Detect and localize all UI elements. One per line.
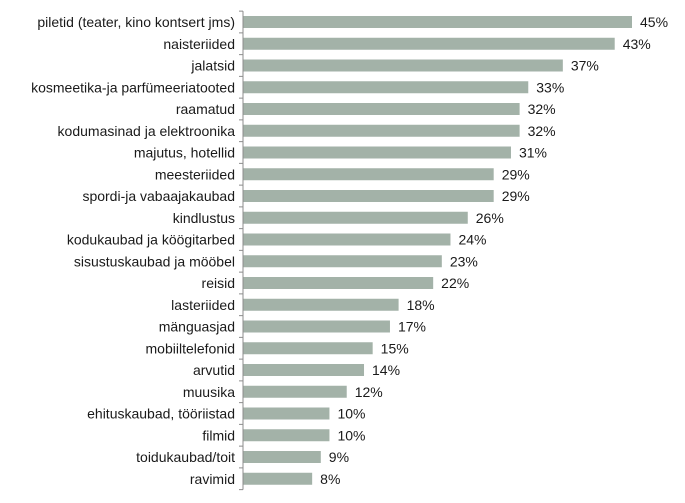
bar: [243, 124, 520, 137]
value-label: 37%: [571, 58, 599, 74]
bar: [243, 16, 632, 28]
bar: [243, 407, 330, 420]
bar: [243, 429, 330, 442]
bar: [243, 472, 313, 485]
category-label: meesteriided: [155, 166, 235, 182]
value-label: 8%: [320, 471, 340, 487]
bar: [243, 277, 434, 289]
bar: [243, 211, 468, 224]
category-label: lasteriided: [171, 297, 235, 313]
value-label: 45%: [640, 14, 668, 30]
category-label: arvutid: [193, 362, 235, 378]
category-label: muusika: [183, 384, 235, 400]
category-label: naisteriided: [163, 36, 235, 52]
category-label: jalatsid: [190, 58, 235, 74]
category-label: kodumasinad ja elektroonika: [58, 123, 236, 139]
category-label: majutus, hotellid: [134, 145, 235, 161]
value-label: 18%: [407, 297, 435, 313]
value-label: 32%: [528, 123, 556, 139]
category-label: mänguasjad: [159, 319, 235, 335]
value-label: 22%: [441, 275, 469, 291]
bar: [243, 342, 373, 355]
value-label: 23%: [450, 253, 478, 269]
value-label: 15%: [381, 340, 409, 356]
value-label: 29%: [502, 166, 530, 182]
value-label: 9%: [329, 449, 349, 465]
bar: [243, 59, 563, 72]
category-label: reisid: [202, 275, 235, 291]
bar: [243, 320, 390, 333]
category-label: ehituskaubad, tööriistad: [87, 406, 235, 422]
value-label: 33%: [536, 79, 564, 95]
value-label: 10%: [337, 427, 365, 443]
bar: [243, 37, 615, 50]
value-label: 14%: [372, 362, 400, 378]
value-label: 29%: [502, 188, 530, 204]
category-label: raamatud: [176, 101, 235, 117]
bar: [243, 233, 451, 246]
bar: [243, 168, 494, 181]
value-label: 26%: [476, 210, 504, 226]
category-label: sisustuskaubad ja mööbel: [74, 253, 235, 269]
value-label: 43%: [623, 36, 651, 52]
category-label: kodukaubad ja köögitarbed: [67, 232, 235, 248]
category-label: kosmeetika-ja parfümeeriatooted: [31, 79, 235, 95]
bar: [243, 255, 442, 268]
bar: [243, 103, 520, 115]
category-label: ravimid: [190, 471, 235, 487]
value-label: 32%: [528, 101, 556, 117]
category-label: piletid (teater, kino kontsert jms): [37, 14, 235, 30]
bar: [243, 81, 529, 94]
category-label: spordi-ja vabaajakaubad: [82, 188, 235, 204]
bar: [243, 451, 321, 463]
value-label: 10%: [337, 406, 365, 422]
value-label: 24%: [458, 232, 486, 248]
category-label: kindlustus: [173, 210, 235, 226]
bar: [243, 364, 365, 376]
value-label: 31%: [519, 145, 547, 161]
bar: [243, 385, 347, 398]
value-label: 17%: [398, 319, 426, 335]
category-label: toidukaubad/toit: [136, 449, 235, 465]
bar: [243, 190, 494, 202]
bar: [243, 146, 511, 159]
bar: [243, 298, 399, 311]
category-label: filmid: [202, 427, 235, 443]
value-label: 12%: [355, 384, 383, 400]
category-label: mobiiltelefonid: [146, 340, 236, 356]
